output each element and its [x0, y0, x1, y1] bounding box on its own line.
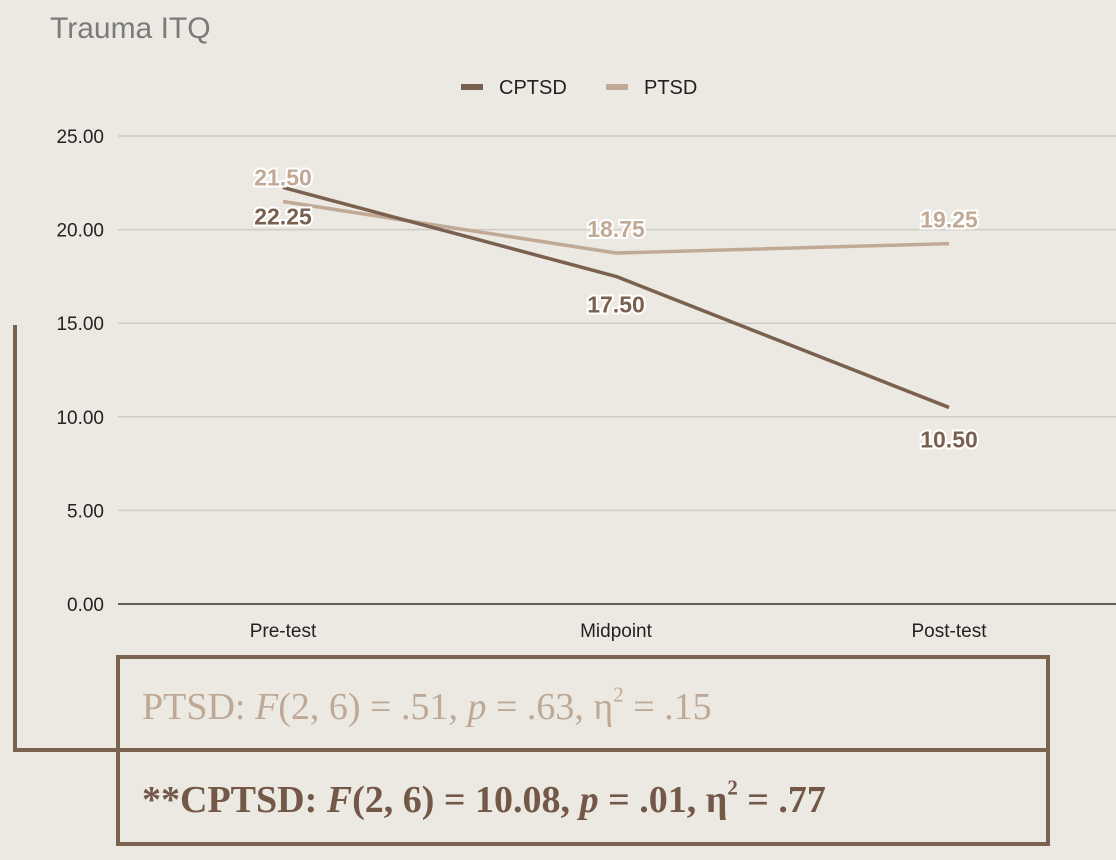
- line-chart: 0.00 5.00 10.00 15.00 20.00 25.00 Pre-test Midp…: [56, 77, 1116, 642]
- x-tick-label: Post-test: [912, 621, 988, 642]
- ptsd-stats-box: PTSD: F(2, 6) = .51, p = .63, η2 = .15: [116, 655, 1050, 752]
- ptsd-stats-text: PTSD: F(2, 6) = .51, p = .63, η2 = .15: [142, 682, 712, 728]
- chart-title: Trauma ITQ: [50, 12, 211, 45]
- data-label-cptsd: 22.25: [254, 203, 312, 229]
- bracket-connector-horizontal: [13, 748, 119, 752]
- cptsd-stats-text: **CPTSD: F(2, 6) = 10.08, p = .01, η2 = …: [142, 775, 826, 821]
- series-line-cptsd: [282, 185, 950, 410]
- x-tick-label: Midpoint: [580, 621, 653, 642]
- legend: CPTSD PTSD: [461, 77, 697, 99]
- y-tick-label: 5.00: [67, 501, 104, 522]
- y-tick-label: 15.00: [56, 314, 104, 335]
- legend-label-ptsd: PTSD: [644, 77, 697, 99]
- legend-swatch-cptsd: [461, 84, 483, 90]
- data-label-ptsd: 21.50: [254, 165, 312, 191]
- y-tick-label: 10.00: [56, 408, 104, 429]
- data-label-ptsd: 19.25: [920, 207, 978, 233]
- legend-swatch-ptsd: [606, 84, 628, 90]
- series-lines: [282, 185, 950, 410]
- legend-label-cptsd: CPTSD: [499, 77, 567, 99]
- axes: 0.00 5.00 10.00 15.00 20.00 25.00 Pre-test Midp…: [56, 127, 1116, 642]
- data-label-cptsd: 10.50: [920, 426, 978, 452]
- y-tick-label: 20.00: [56, 221, 104, 242]
- bracket-connector-vertical: [13, 325, 17, 752]
- y-tick-label: 0.00: [67, 595, 104, 616]
- y-tick-label: 25.00: [56, 127, 104, 148]
- data-label-ptsd: 18.75: [587, 216, 645, 242]
- data-labels: 22.25 17.50 10.50 21.50 18.75 19.25: [252, 163, 980, 455]
- data-label-cptsd: 17.50: [587, 291, 645, 317]
- cptsd-stats-box: **CPTSD: F(2, 6) = 10.08, p = .01, η2 = …: [116, 748, 1050, 846]
- grid-lines: [118, 135, 1116, 512]
- x-tick-label: Pre-test: [250, 621, 317, 642]
